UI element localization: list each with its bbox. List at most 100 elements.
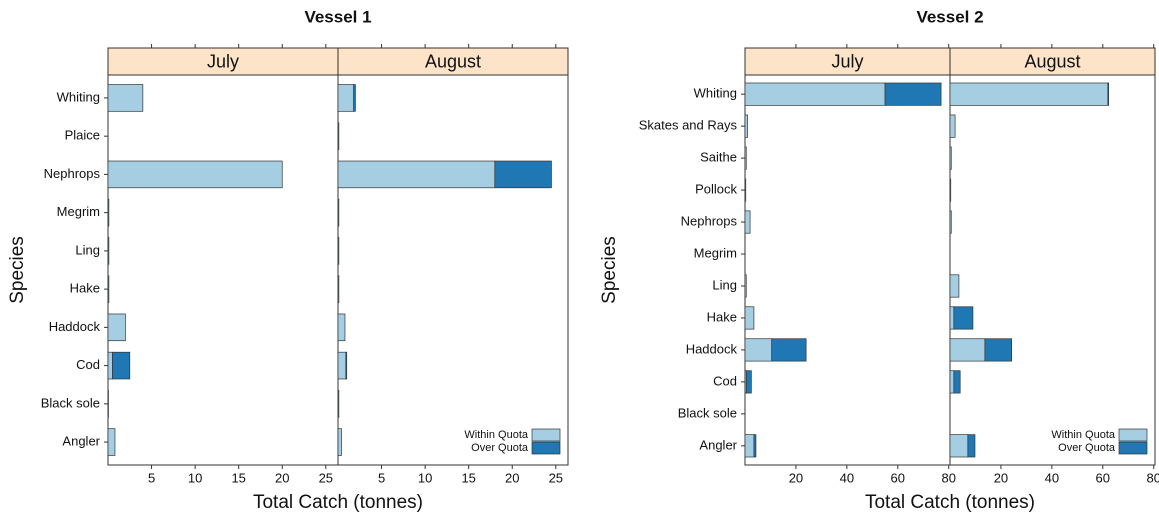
- y-tick-label: Haddock: [49, 319, 101, 334]
- bar-segment: [337, 351, 347, 380]
- bar-segment: [949, 82, 1109, 106]
- bar-segment: [744, 114, 748, 138]
- y-tick-label: Saithe: [700, 150, 737, 165]
- y-axis-label: Species: [7, 236, 28, 304]
- bar-segment: [949, 434, 969, 458]
- panel: [744, 74, 951, 466]
- x-tick-label: 40: [840, 470, 854, 485]
- legend-label: Over Quota: [1058, 442, 1116, 454]
- x-tick-label: 10: [418, 470, 432, 485]
- strip: [949, 47, 1156, 76]
- legend-swatch: [531, 428, 561, 442]
- x-tick-label: 40: [1045, 470, 1059, 485]
- y-tick-label: Plaice: [65, 128, 100, 143]
- bar-segment: [353, 84, 356, 112]
- x-axis-label: Total Catch (tonnes): [253, 492, 423, 513]
- bar-segment: [107, 237, 110, 265]
- bar-segment: [494, 160, 552, 189]
- y-tick-label: Nephrops: [44, 166, 101, 181]
- bar-segment: [771, 338, 807, 362]
- bar-segment: [949, 274, 960, 298]
- y-tick-label: Cod: [713, 373, 737, 388]
- bar-segment: [107, 198, 110, 227]
- bar-segment: [984, 338, 1012, 362]
- bar-segment: [949, 370, 955, 394]
- legend-swatch: [1118, 441, 1148, 455]
- bar-segment: [337, 428, 342, 456]
- y-tick-label: Angler: [62, 433, 100, 448]
- y-tick-label: Skates and Rays: [639, 118, 738, 133]
- bar-segment: [744, 82, 886, 106]
- x-tick-label: 80: [941, 470, 955, 485]
- legend-swatch: [531, 441, 561, 455]
- bar-segment: [744, 338, 773, 362]
- panel: [949, 74, 1156, 466]
- x-tick-label: 20: [275, 470, 289, 485]
- x-tick-label: 15: [461, 470, 475, 485]
- bar-segment: [337, 122, 340, 150]
- x-tick-label: 5: [378, 470, 385, 485]
- x-tick-label: 10: [188, 470, 202, 485]
- x-tick-label: 60: [1096, 470, 1110, 485]
- x-tick-label: 20: [505, 470, 519, 485]
- bar-segment: [107, 84, 144, 112]
- x-tick-label: 60: [891, 470, 905, 485]
- strip: [337, 47, 569, 76]
- bar-segment: [744, 306, 755, 330]
- legend-label: Within Quota: [464, 429, 528, 441]
- bar-segment: [744, 434, 755, 458]
- panel-label: August: [425, 51, 481, 71]
- x-tick-label: 15: [231, 470, 245, 485]
- bar-segment: [949, 306, 955, 330]
- y-tick-label: Ling: [712, 277, 737, 292]
- panel: [337, 74, 569, 466]
- legend-label: Over Quota: [471, 442, 529, 454]
- bar-segment: [744, 178, 747, 202]
- y-tick-label: Hake: [707, 309, 737, 324]
- bar-segment: [753, 434, 757, 458]
- bar-segment: [337, 160, 496, 189]
- bar-segment: [1107, 82, 1110, 106]
- y-axis-label: Species: [599, 236, 620, 304]
- y-tick-label: Megrim: [694, 245, 737, 260]
- bar-segment: [967, 434, 976, 458]
- bar-segment: [953, 370, 961, 394]
- bar-segment: [112, 351, 131, 380]
- y-tick-label: Haddock: [686, 341, 738, 356]
- bar-segment: [107, 160, 283, 189]
- bar-segment: [107, 428, 116, 456]
- bar-segment: [744, 210, 751, 234]
- y-tick-label: Whiting: [694, 86, 737, 101]
- y-tick-label: Hake: [70, 281, 100, 296]
- y-tick-label: Pollock: [695, 182, 737, 197]
- bar-segment: [337, 237, 340, 265]
- legend-label: Within Quota: [1051, 429, 1115, 441]
- panel-label: July: [207, 51, 239, 71]
- bar-segment: [337, 313, 346, 342]
- panel-label: July: [831, 51, 863, 71]
- bar-segment: [107, 275, 110, 303]
- bar-segment: [107, 351, 113, 380]
- y-tick-label: Nephrops: [681, 213, 738, 228]
- bar-segment: [337, 275, 340, 303]
- chart-title: Vessel 2: [916, 7, 983, 26]
- panel-label: August: [1024, 51, 1080, 71]
- bar-segment: [745, 370, 752, 394]
- bar-segment: [744, 146, 747, 170]
- x-tick-label: 20: [789, 470, 803, 485]
- y-tick-label: Black sole: [41, 395, 100, 410]
- legend-swatch: [1118, 428, 1148, 442]
- bar-segment: [949, 338, 986, 362]
- bar-segment: [949, 146, 952, 170]
- x-tick-label: 25: [319, 470, 333, 485]
- bar-segment: [107, 313, 126, 342]
- bar-segment: [884, 82, 942, 106]
- x-tick-label: 20: [994, 470, 1008, 485]
- x-tick-label: 5: [148, 470, 155, 485]
- y-tick-label: Ling: [75, 242, 100, 257]
- chart-title: Vessel 1: [304, 7, 371, 26]
- bar-segment: [337, 390, 340, 418]
- bar-segment: [345, 351, 348, 380]
- y-tick-label: Black sole: [678, 405, 737, 420]
